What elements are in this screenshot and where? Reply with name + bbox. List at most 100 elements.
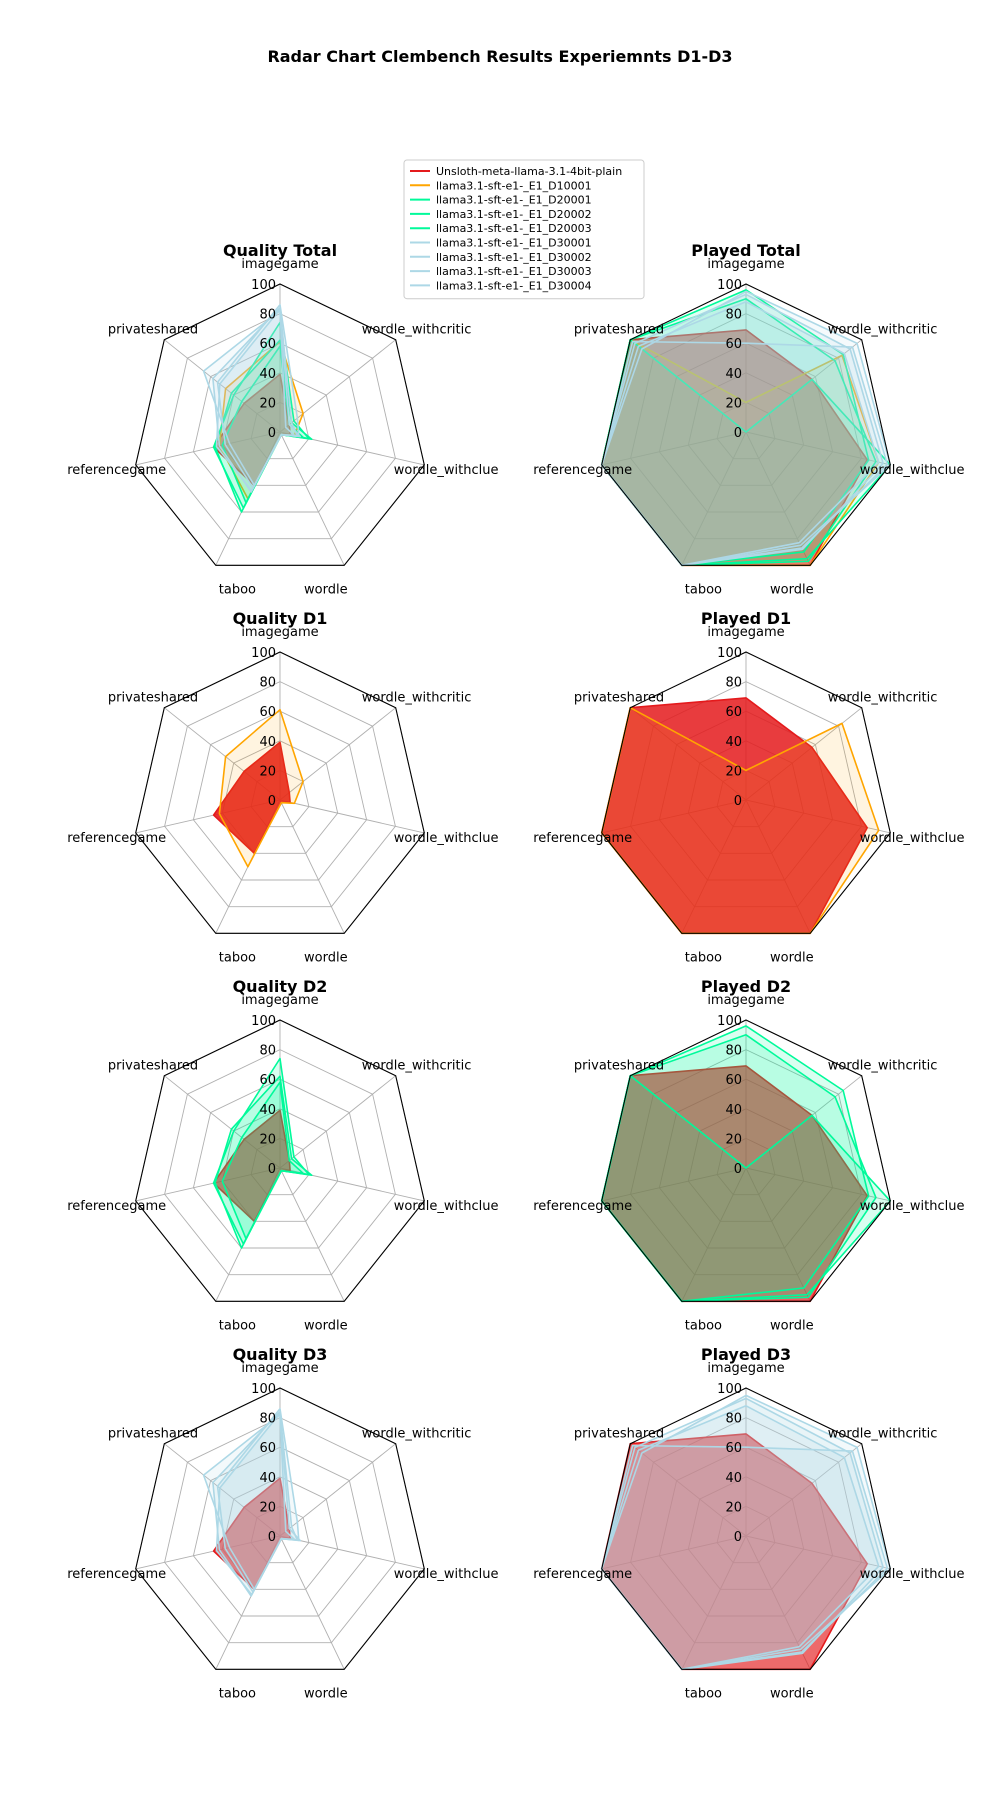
radial-tick-label: 80 <box>259 676 276 691</box>
legend-entry: llama3.1-sft-e1-_E1_D30002 <box>436 251 592 264</box>
category-label: wordle_withclue <box>394 1567 499 1582</box>
legend-entry: llama3.1-sft-e1-_E1_D20002 <box>436 208 592 221</box>
figure-title: Radar Chart Clembench Results Experiemnt… <box>267 47 732 66</box>
category-label: referencegame <box>533 831 632 846</box>
radial-tick-label: 100 <box>717 1014 742 1029</box>
category-label: wordle <box>304 583 348 598</box>
category-label: privateshared <box>574 1427 664 1442</box>
legend-entry: llama3.1-sft-e1-_E1_D10001 <box>436 179 592 192</box>
radial-tick-label: 40 <box>259 1103 276 1118</box>
category-label: referencegame <box>67 1199 166 1214</box>
radar-panel: 0 20 40 60 80 100 imagegame wordle_withcriticwo… <box>67 977 498 1334</box>
category-label: taboo <box>219 1687 256 1702</box>
grid-ring <box>164 681 396 908</box>
radial-tick-label: 0 <box>734 794 742 809</box>
category-label: imagegame <box>707 625 784 640</box>
category-label: wordle <box>770 583 814 598</box>
radial-tick-label: 100 <box>717 1382 742 1397</box>
radar-panel: 0 20 40 60 80 100 imagegame wordle_withcriticwo… <box>67 241 498 598</box>
grid-ring <box>164 1049 396 1276</box>
radial-tick-label: 20 <box>259 1500 276 1515</box>
category-label: imagegame <box>241 257 318 272</box>
series-area-D30004 <box>600 1444 889 1671</box>
grid-ring <box>221 372 339 486</box>
radial-tick-label: 20 <box>259 396 276 411</box>
radial-tick-label: 100 <box>717 646 742 661</box>
grid-ring <box>221 1108 339 1222</box>
radial-tick-label: 40 <box>725 1471 742 1486</box>
radial-tick-label: 80 <box>725 1044 742 1059</box>
grid-ring <box>192 342 368 513</box>
grid-spoke <box>279 1443 396 1537</box>
radial-tick-label: 80 <box>725 308 742 323</box>
legend: Unsloth-meta-llama-3.1-4bit-plainllama3.… <box>403 159 645 300</box>
radial-tick-label: 20 <box>725 764 742 779</box>
radial-tick-label: 40 <box>259 367 276 382</box>
radar-panel: 0 20 40 60 80 100 imagegame wordle_withcriticwo… <box>533 609 964 966</box>
panel-title: Quality D3 <box>233 1345 328 1364</box>
series-area-D30001 <box>600 1394 892 1671</box>
radial-tick-label: 60 <box>259 1441 276 1456</box>
radial-tick-label: 0 <box>734 1530 742 1545</box>
series-area-D20003 <box>221 1081 304 1240</box>
radial-tick-label: 40 <box>725 735 742 750</box>
category-label: wordle <box>304 1687 348 1702</box>
radar-frame <box>601 1387 891 1670</box>
radial-tick-label: 80 <box>725 1412 742 1427</box>
series-area-D30003 <box>600 300 880 567</box>
category-label: privateshared <box>574 323 664 338</box>
series-area-D30004 <box>600 340 889 567</box>
radial-tick-label: 80 <box>259 1412 276 1427</box>
grid-spoke <box>279 431 345 566</box>
category-label: wordle_withclue <box>394 831 499 846</box>
series-area-D30001 <box>600 290 892 567</box>
category-label: privateshared <box>108 323 198 338</box>
radar-panel: 0 20 40 60 80 100 imagegame wordle_withcriticwo… <box>533 1345 964 1702</box>
category-label: wordle_withclue <box>860 463 965 478</box>
category-label: privateshared <box>108 691 198 706</box>
category-label: wordle_withcritic <box>828 1059 938 1074</box>
category-label: referencegame <box>533 1567 632 1582</box>
radial-tick-label: 20 <box>725 396 742 411</box>
panel-title: Played D2 <box>701 977 791 996</box>
legend-entry: llama3.1-sft-e1-_E1_D20001 <box>436 194 592 207</box>
radial-tick-label: 0 <box>734 1162 742 1177</box>
panel-title: Quality Total <box>223 241 337 260</box>
category-label: wordle_withcritic <box>362 1059 472 1074</box>
grid-spoke <box>279 339 396 433</box>
category-label: wordle_withcritic <box>362 323 472 338</box>
category-label: privateshared <box>574 1059 664 1074</box>
radar-frame <box>135 1019 425 1302</box>
category-label: taboo <box>219 951 256 966</box>
radial-tick-label: 60 <box>725 1073 742 1088</box>
panel-title: Played D3 <box>701 1345 791 1364</box>
radial-tick-label: 0 <box>268 794 276 809</box>
series-area-D10001 <box>218 708 304 868</box>
radial-tick-label: 60 <box>725 705 742 720</box>
radar-frame <box>601 1019 891 1302</box>
category-label: imagegame <box>241 993 318 1008</box>
panel-title: Quality D2 <box>233 977 328 996</box>
radar-panel: 0 20 40 60 80 100 imagegame wordle_withcriticwo… <box>533 241 964 598</box>
legend-entry: llama3.1-sft-e1-_E1_D30001 <box>436 237 592 250</box>
radar-frame <box>601 283 891 566</box>
category-label: taboo <box>685 583 722 598</box>
radial-tick-label: 40 <box>259 735 276 750</box>
grid-ring <box>192 1078 368 1249</box>
category-label: referencegame <box>533 463 632 478</box>
grid-spoke <box>279 1075 396 1169</box>
category-label: taboo <box>219 583 256 598</box>
radial-tick-label: 40 <box>725 367 742 382</box>
grid-ring <box>221 740 339 854</box>
legend-entry: llama3.1-sft-e1-_E1_D30003 <box>436 265 592 278</box>
category-label: wordle <box>304 951 348 966</box>
radial-tick-label: 60 <box>259 705 276 720</box>
radar-panels: 020406080100imagegamewordle_withcriticwo… <box>67 241 964 1702</box>
radial-tick-label: 80 <box>259 1044 276 1059</box>
panel-title: Played Total <box>691 241 801 260</box>
category-label: wordle_withclue <box>860 831 965 846</box>
radial-tick-label: 100 <box>717 278 742 293</box>
grid-spoke <box>279 707 396 801</box>
grid-ring <box>192 710 368 881</box>
